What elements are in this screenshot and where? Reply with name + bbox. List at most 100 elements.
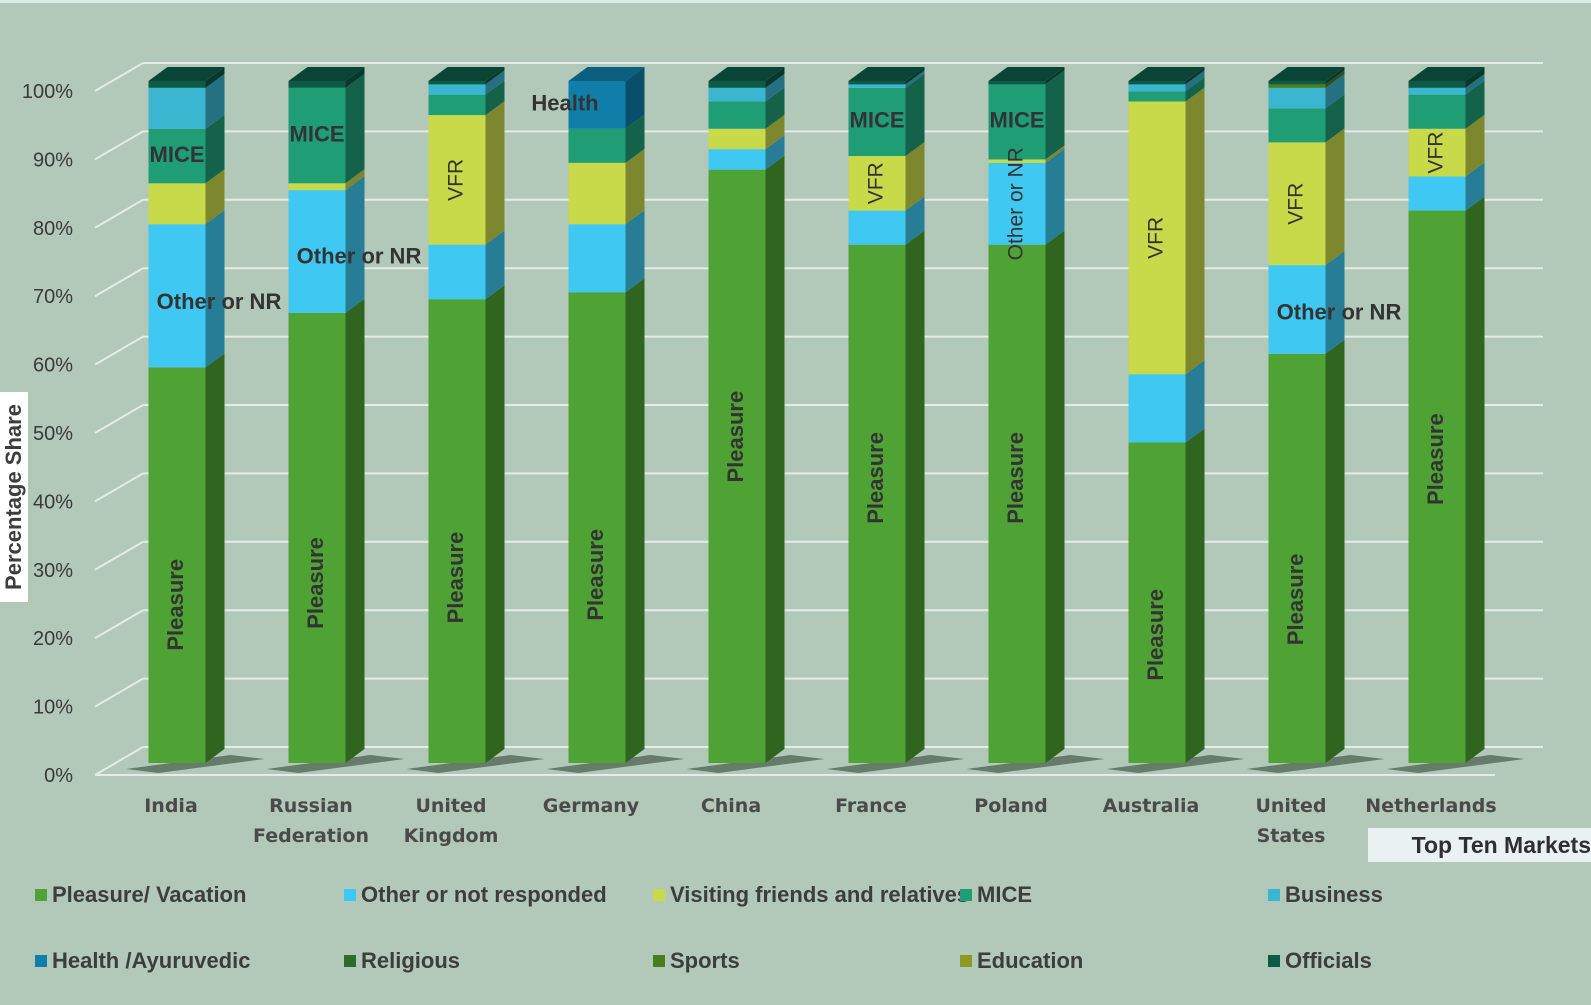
segment-label: Health: [531, 91, 598, 116]
legend-label: Sports: [670, 948, 740, 973]
bar-side-7-2: [1185, 87, 1205, 375]
bar-segment-6-3: [988, 84, 1046, 160]
legend-item: Pleasure/ Vacation: [35, 882, 246, 908]
legend-label: Pleasure/ Vacation: [52, 882, 247, 907]
segment-label: MICE: [990, 108, 1045, 133]
bar-top-1: [288, 67, 365, 81]
bar-side-0-0: [205, 353, 225, 763]
bar-side-8-1: [1325, 251, 1345, 354]
bar-side-0-4: [205, 73, 225, 129]
legend-item: Religious: [344, 948, 460, 974]
bar-side-9-2: [1465, 114, 1485, 177]
bar-side-0-3: [205, 114, 225, 184]
bar-shadow: [546, 755, 685, 773]
bar-side-7-0: [1185, 428, 1205, 763]
bar-top-5: [848, 67, 925, 81]
y-tick-label: 90%: [33, 149, 73, 171]
y-tick-label: 40%: [33, 491, 73, 513]
legend-swatch: [653, 889, 665, 901]
stacked-bar-chart: 0% 10% 20% 30% 40% 50% 60% 70% 80% 90% 100% India Ru…: [22, 62, 1543, 847]
bar-segment-2-4: [428, 84, 486, 95]
bar-segment-7-3: [1128, 91, 1186, 102]
bar-side-0-1: [205, 210, 225, 368]
category-label: Russian: [269, 795, 353, 817]
segment-label: Pleasure: [863, 432, 888, 524]
bar-side-2-2: [485, 101, 505, 245]
bar-segment-4-3: [708, 101, 766, 129]
bar-segment-4-2: [708, 128, 766, 150]
bar-side-0-2: [205, 169, 225, 225]
segment-label: Pleasure: [583, 529, 608, 621]
bar-segment-7-1: [1128, 374, 1186, 443]
bar-shadow: [1106, 755, 1245, 773]
category-label: United: [1255, 795, 1326, 817]
y-tick-label: 30%: [33, 560, 73, 582]
bar-segment-5-2: [848, 156, 906, 211]
bar-side-4-1: [765, 135, 785, 170]
segment-label: Pleasure: [443, 532, 468, 624]
bar-segment-8-1: [1268, 265, 1326, 354]
bar-shadow: [686, 755, 825, 773]
y-tick-label: 100%: [22, 81, 73, 103]
category-label: States: [1257, 825, 1326, 847]
bar-side-5-4: [905, 70, 925, 88]
y-tick-label: 70%: [33, 286, 73, 308]
bar-shadow: [966, 755, 1105, 773]
legend-item: Education: [960, 948, 1083, 974]
bar-side-6-0: [1045, 230, 1065, 763]
bar-segment-5-0: [848, 244, 906, 763]
bar-segment-0-1: [148, 224, 206, 368]
bar-side-3-1: [625, 210, 645, 293]
gridline-depth: [94, 267, 144, 298]
bar-side-2-3: [485, 80, 505, 116]
category-label: Australia: [1103, 795, 1200, 817]
bar-shadow: [1386, 755, 1525, 773]
bar-side-9-3: [1465, 80, 1485, 129]
bar-segment-3-0: [568, 292, 626, 763]
bar-side-0-9: [205, 67, 225, 88]
bar-segment-8-2: [1268, 142, 1326, 266]
bar-segment-7-0: [1128, 442, 1186, 763]
bar-segment-0-9: [148, 81, 206, 88]
category-label: Germany: [543, 795, 640, 817]
bar-side-5-1: [905, 196, 925, 245]
bar-segment-0-2: [148, 183, 206, 225]
bar-side-6-1: [1045, 148, 1065, 245]
bar-segment-4-0: [708, 169, 766, 763]
bar-side-1-0: [345, 298, 365, 763]
bar-segment-9-0: [1408, 210, 1466, 763]
segment-label: Other or NR: [1005, 147, 1028, 260]
legend-swatch: [344, 955, 356, 967]
bar-shadow: [406, 755, 545, 773]
bar-segment-3-2: [568, 162, 626, 225]
legend-item: Health /Ayuruvedic: [35, 948, 250, 974]
legend-label: Religious: [361, 948, 461, 973]
bar-top-8: [1268, 67, 1345, 81]
bar-segment-3-1: [568, 224, 626, 293]
bar-segment-8-9: [1268, 81, 1326, 85]
bar-side-1-9: [345, 67, 365, 88]
bar-segment-0-3: [148, 128, 206, 184]
segment-label: Pleasure: [723, 391, 748, 483]
bar-side-5-0: [905, 230, 925, 763]
category-label: Kingdom: [404, 825, 499, 847]
bar-segment-5-9: [848, 81, 906, 85]
legend-swatch: [35, 889, 47, 901]
gridline-depth: [94, 335, 144, 366]
bar-segment-3-5: [568, 81, 626, 129]
x-axis-label: Top Ten Markets: [1368, 828, 1591, 862]
bar-side-4-4: [765, 73, 785, 102]
bar-side-2-1: [485, 230, 505, 300]
bar-side-7-4: [1185, 70, 1205, 92]
bar-segment-7-2: [1128, 101, 1186, 375]
bar-segment-9-3: [1408, 94, 1466, 129]
bar-segment-2-3: [428, 94, 486, 116]
legend-swatch: [35, 955, 47, 967]
bar-segment-1-2: [288, 183, 346, 191]
bar-side-7-3: [1185, 77, 1205, 102]
gridline-depth: [94, 609, 144, 640]
bar-side-3-0: [625, 278, 645, 763]
bar-side-2-4: [485, 70, 505, 95]
legend-item: Other or not responded: [344, 882, 607, 908]
bar-side-6-3: [1045, 70, 1065, 160]
